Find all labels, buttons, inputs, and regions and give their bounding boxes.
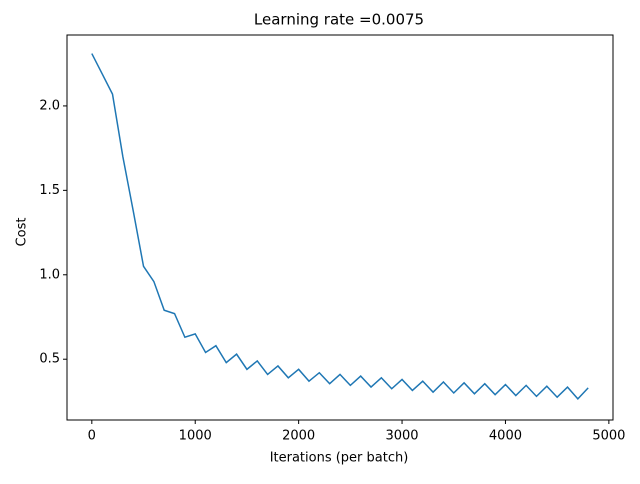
y-tick-label: 2.0 [39, 98, 60, 113]
y-tick-label: 1.0 [39, 267, 60, 282]
x-tick-label: 0 [88, 429, 96, 444]
y-axis-label: Cost [15, 218, 30, 247]
line-series [91, 53, 589, 401]
y-tick-label: 0.5 [39, 352, 60, 367]
y-tick-label: 1.5 [39, 183, 60, 198]
x-axis-label: Iterations (per batch) [270, 451, 409, 466]
plot-frame [66, 34, 614, 421]
x-tick-label: 3000 [385, 429, 418, 444]
x-tick-label: 4000 [489, 429, 522, 444]
x-tick-label: 2000 [282, 429, 315, 444]
chart-title: Learning rate =0.0075 [254, 11, 424, 29]
x-tick-label: 1000 [179, 429, 212, 444]
x-tick-label: 5000 [592, 429, 625, 444]
